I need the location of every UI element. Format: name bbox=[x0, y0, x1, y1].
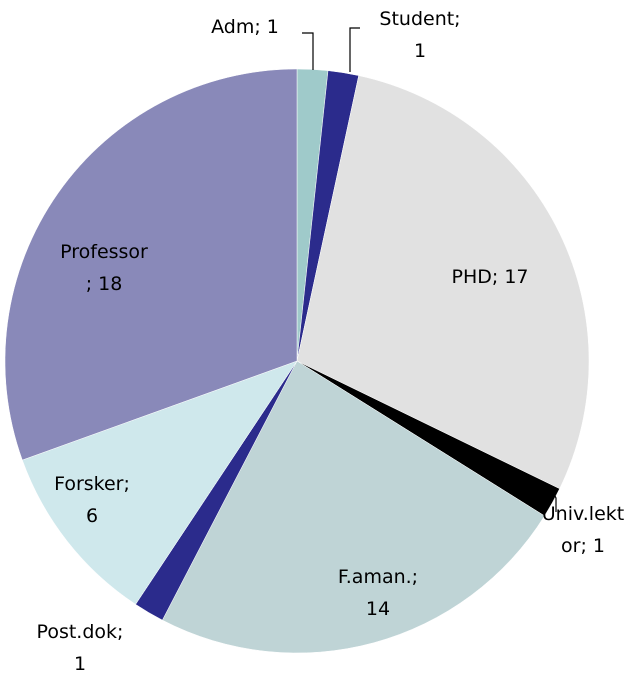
pie-slice bbox=[162, 360, 545, 654]
data-label: Professor; 18 bbox=[60, 241, 148, 295]
pie-slice bbox=[296, 75, 590, 490]
data-label: PHD; 17 bbox=[452, 266, 529, 288]
data-label: Adm; 1 bbox=[211, 16, 279, 38]
data-label: F.aman.; 14 bbox=[338, 566, 418, 620]
data-label: Student; 1 bbox=[379, 8, 460, 62]
data-label: Post.dok; 1 bbox=[37, 621, 124, 675]
leader-line bbox=[302, 32, 314, 70]
pie-slice bbox=[4, 68, 298, 461]
data-label: Forsker; 6 bbox=[54, 473, 130, 527]
pie-slice bbox=[21, 360, 298, 605]
leader-line bbox=[552, 491, 557, 512]
data-label: Univ.lekt or; 1 bbox=[542, 503, 624, 557]
leader-line bbox=[349, 27, 360, 72]
